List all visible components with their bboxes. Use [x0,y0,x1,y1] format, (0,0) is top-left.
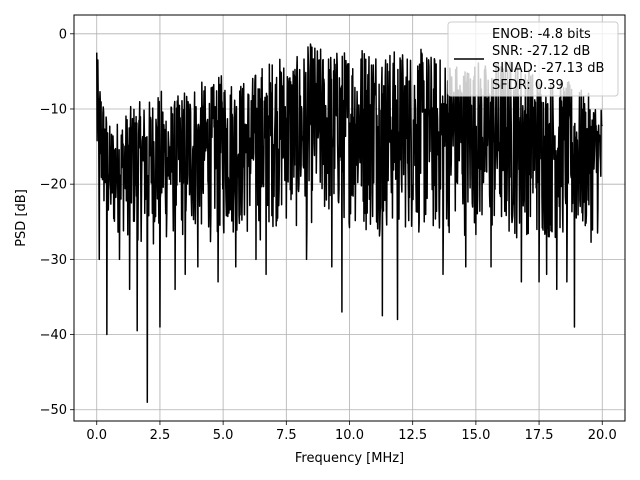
legend-sfdr: SFDR: 0.39 [492,78,564,93]
y-tick-label: −40 [40,328,67,343]
legend-enob: ENOB: -4.8 bits [492,27,591,42]
x-tick-label: 7.5 [276,428,297,443]
y-tick-label: −30 [40,253,67,268]
y-axis-ticks: 0 −10 −20 −30 −40 −50 [40,27,74,418]
x-tick-label: 0.0 [86,428,107,443]
x-tick-label: 5.0 [213,428,234,443]
y-tick-label: −50 [40,403,67,418]
x-axis-ticks: 0.0 2.5 5.0 7.5 10.0 12.5 15.0 17.5 20.0 [86,421,617,443]
legend: ENOB: -4.8 bits SNR: -27.12 dB SINAD: -2… [447,21,619,97]
x-tick-label: 2.5 [150,428,171,443]
x-tick-label: 15.0 [461,428,490,443]
x-tick-label: 12.5 [398,428,427,443]
legend-box [447,21,619,97]
y-tick-label: −20 [40,178,67,193]
legend-sinad: SINAD: -27.13 dB [492,61,604,76]
x-tick-label: 20.0 [588,428,617,443]
x-axis-label: Frequency [MHz] [295,451,404,466]
x-tick-label: 17.5 [525,428,554,443]
y-axis-label: PSD [dB] [14,189,29,247]
y-tick-label: 0 [59,27,67,42]
x-tick-label: 10.0 [335,428,364,443]
y-tick-label: −10 [40,102,67,117]
legend-snr: SNR: -27.12 dB [492,44,590,59]
